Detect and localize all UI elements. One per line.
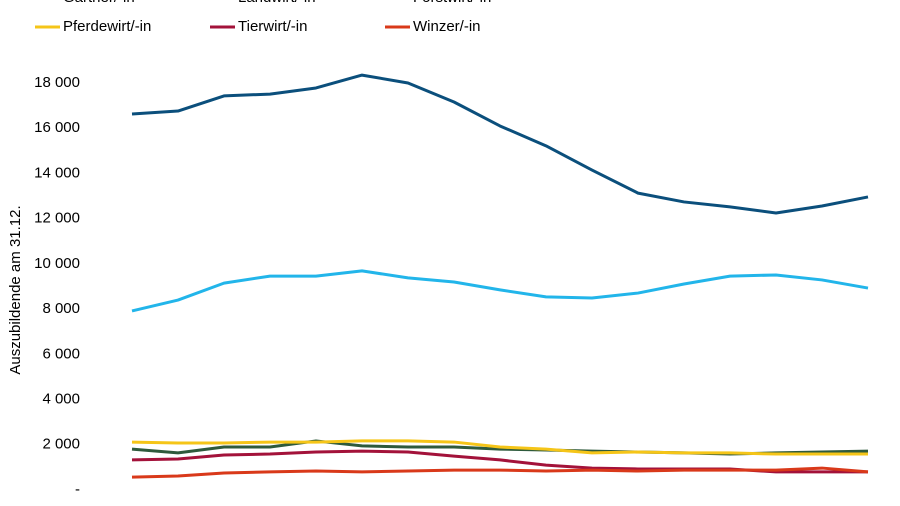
y-axis-label: Auszubildende am 31.12. bbox=[7, 205, 24, 374]
legend-label: Tierwirt/-in bbox=[238, 18, 307, 35]
legend-label: Winzer/-in bbox=[413, 18, 481, 35]
series-line bbox=[131, 466, 869, 479]
legend-label: Pferdewirt/-in bbox=[63, 18, 151, 35]
y-tick-label: 6 000 bbox=[42, 345, 80, 362]
legend-label: Forstwirt/-in bbox=[413, 0, 491, 6]
y-tick-label: 14 000 bbox=[34, 164, 80, 181]
y-tick-label: 10 000 bbox=[34, 255, 80, 272]
series-line bbox=[131, 439, 868, 456]
y-tick-label: 12 000 bbox=[34, 210, 80, 227]
y-tick-label: 16 000 bbox=[34, 119, 80, 136]
y-tick-label: 4 000 bbox=[42, 391, 80, 408]
legend-label: Landwirt/-in bbox=[238, 0, 316, 6]
y-tick-label: 8 000 bbox=[42, 300, 80, 317]
y-tick-label: - bbox=[75, 481, 80, 498]
y-tick-label: 2 000 bbox=[42, 436, 80, 453]
series-line bbox=[131, 73, 869, 215]
legend-label: Gärtner/-in bbox=[63, 0, 135, 6]
series-line bbox=[131, 269, 869, 313]
y-tick-label: 18 000 bbox=[34, 74, 80, 91]
